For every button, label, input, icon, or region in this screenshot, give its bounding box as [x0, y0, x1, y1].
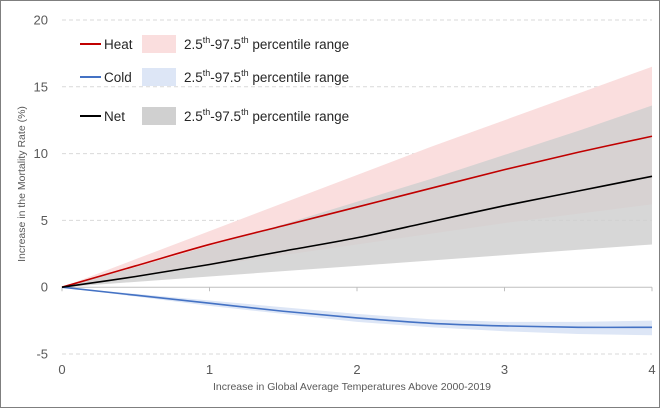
legend-label-net: Net	[104, 109, 125, 124]
x-tick-label: 3	[501, 362, 508, 377]
legend-range-cold: 2.5th-97.5th percentile range	[184, 68, 349, 85]
axis-layer	[61, 286, 653, 292]
line-layer	[61, 135, 653, 329]
legend-swatch-net	[142, 107, 176, 125]
legend-range-heat: 2.5th-97.5th percentile range	[184, 35, 349, 52]
y-axis-title: Increase in the Mortality Rate (%)	[16, 106, 28, 262]
series-line-heat	[61, 135, 653, 288]
band-cold	[62, 287, 652, 336]
tick-layer: -5 0 5 10 15 20 0 1 2 3 4	[34, 13, 656, 378]
x-tick-label: 2	[353, 362, 360, 377]
legend-swatch-heat	[142, 35, 176, 53]
y-tick-label: 10	[34, 146, 48, 161]
legend-label-heat: Heat	[104, 37, 133, 52]
x-tick-label: 0	[58, 362, 65, 377]
legend-label-cold: Cold	[104, 70, 132, 85]
x-tick-label: 1	[206, 362, 213, 377]
band-heat	[62, 66, 652, 288]
series-line-net	[61, 175, 653, 288]
legend: Heat 2.5th-97.5th percentile range Cold 2.5…	[80, 35, 349, 125]
series-line-cold	[61, 286, 653, 329]
y-tick-label: -5	[36, 347, 48, 362]
band-net	[62, 105, 652, 288]
y-tick-label: 15	[34, 79, 48, 94]
y-tick-label: 5	[41, 213, 48, 228]
legend-swatch-cold	[142, 68, 176, 86]
y-tick-label: 20	[34, 13, 48, 28]
x-tick-label: 4	[648, 362, 655, 377]
y-tick-label: 0	[41, 280, 48, 295]
x-axis-title: Increase in Global Average Temperatures …	[213, 381, 491, 393]
band-layer	[62, 66, 652, 336]
legend-range-net: 2.5th-97.5th percentile range	[184, 107, 349, 124]
